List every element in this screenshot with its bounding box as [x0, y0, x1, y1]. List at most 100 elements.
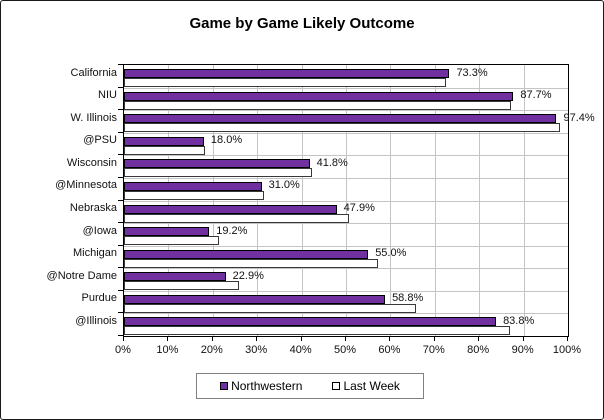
- gridline-horizontal: [124, 290, 568, 292]
- y-axis-tick: [118, 335, 123, 336]
- category-label: @Minnesota: [55, 179, 117, 192]
- bar-northwestern: [124, 227, 210, 237]
- x-axis-tick: [256, 336, 258, 341]
- x-tick-label: 20%: [200, 344, 223, 356]
- y-axis-tick: [118, 176, 123, 178]
- gridline-horizontal: [124, 313, 568, 315]
- legend: Northwestern Last Week: [196, 373, 424, 399]
- y-axis-tick: [118, 267, 123, 269]
- bar-last-week: [124, 303, 416, 313]
- x-axis-tick: [433, 336, 435, 341]
- x-axis-tick: [522, 336, 524, 341]
- x-axis-tick: [478, 336, 480, 341]
- gridline-horizontal: [124, 132, 568, 134]
- bar-northwestern: [124, 181, 262, 191]
- category-label: Michigan: [72, 247, 117, 260]
- bar-last-week: [124, 236, 220, 246]
- y-axis-tick: [118, 86, 123, 88]
- legend-item-northwestern: Northwestern: [220, 379, 302, 393]
- bar-last-week: [124, 326, 510, 336]
- bar-northwestern: [124, 136, 204, 146]
- y-axis-tick: [118, 222, 123, 224]
- bar-last-week: [124, 213, 349, 223]
- bar-value-label: 83.8%: [503, 314, 535, 327]
- bar-northwestern: [124, 317, 497, 327]
- x-axis-tick: [211, 336, 213, 341]
- x-tick-label: 50%: [333, 344, 357, 356]
- x-tick-label: 30%: [245, 344, 268, 356]
- x-axis-tick: [345, 336, 346, 341]
- bar-last-week: [124, 78, 446, 87]
- category-label: Wisconsin: [66, 156, 117, 169]
- legend-swatch-northwestern-icon: [220, 382, 229, 390]
- y-axis-tick: [118, 154, 123, 156]
- bar-value-label: 97.4%: [563, 111, 595, 124]
- x-tick-label: 100%: [552, 344, 582, 356]
- x-axis-tick: [167, 336, 169, 341]
- chart-title: Game by Game Likely Outcome: [189, 15, 415, 32]
- category-label: NIU: [98, 89, 117, 102]
- bar-value-label: 55.0%: [375, 247, 407, 260]
- bar-value-label: 41.8%: [316, 156, 348, 169]
- bar-northwestern: [124, 249, 369, 259]
- legend-label-last-week: Last Week: [343, 379, 400, 393]
- legend-label-northwestern: Northwestern: [231, 379, 303, 393]
- y-axis-tick: [118, 289, 123, 291]
- gridline-horizontal: [124, 268, 568, 270]
- x-axis-tick: [389, 336, 391, 341]
- bar-last-week: [124, 145, 205, 155]
- bar-northwestern: [124, 204, 337, 214]
- y-axis-tick: [118, 244, 123, 246]
- bar-northwestern: [124, 272, 226, 282]
- legend-swatch-last-week-icon: [332, 382, 341, 390]
- bar-value-label: 73.3%: [456, 66, 488, 79]
- x-tick-label: 60%: [378, 344, 401, 356]
- gridline-horizontal: [124, 245, 568, 247]
- gridline-horizontal: [124, 110, 568, 112]
- bar-last-week: [124, 190, 264, 200]
- bar-value-label: 19.2%: [216, 224, 248, 237]
- bar-last-week: [124, 100, 512, 110]
- bar-value-label: 58.8%: [392, 292, 424, 305]
- category-label: @Notre Dame: [46, 269, 117, 282]
- x-tick-label: 90%: [511, 344, 534, 356]
- y-axis-tick: [118, 199, 123, 201]
- bar-last-week: [124, 123, 561, 133]
- y-axis-tick: [118, 64, 123, 65]
- x-axis-tick: [567, 336, 568, 341]
- category-label: @Iowa: [82, 224, 117, 237]
- x-tick-label: 0%: [115, 344, 131, 356]
- category-label: Nebraska: [69, 202, 117, 214]
- bar-value-label: 18.0%: [210, 134, 243, 147]
- bar-value-label: 31.0%: [268, 179, 300, 192]
- plot-area: [123, 64, 569, 337]
- y-axis-tick: [118, 131, 123, 133]
- x-tick-label: 80%: [467, 344, 490, 356]
- gridline-horizontal: [124, 200, 568, 202]
- x-axis-tick: [123, 336, 124, 341]
- category-label: @PSU: [83, 134, 117, 147]
- category-label: W. Illinois: [70, 111, 117, 124]
- bar-value-label: 87.7%: [520, 89, 552, 102]
- gridline-horizontal: [124, 223, 568, 225]
- y-axis-tick: [118, 312, 123, 314]
- x-tick-label: 40%: [289, 344, 312, 356]
- bar-last-week: [124, 281, 240, 291]
- bar-northwestern: [124, 91, 514, 101]
- bar-last-week: [124, 258, 378, 268]
- category-label: Purdue: [81, 292, 117, 305]
- gridline-horizontal: [124, 87, 568, 89]
- y-axis-tick: [118, 109, 123, 111]
- x-tick-label: 70%: [422, 344, 445, 356]
- x-axis-tick: [300, 336, 302, 341]
- bar-northwestern: [124, 114, 557, 124]
- category-label: California: [70, 66, 117, 79]
- bar-value-label: 22.9%: [232, 269, 264, 282]
- x-tick-label: 10%: [156, 344, 179, 356]
- bar-value-label: 47.9%: [343, 202, 375, 214]
- category-label: @Illinois: [75, 314, 117, 327]
- bar-last-week: [124, 168, 312, 178]
- gridline-horizontal: [124, 155, 568, 157]
- bar-northwestern: [124, 294, 386, 304]
